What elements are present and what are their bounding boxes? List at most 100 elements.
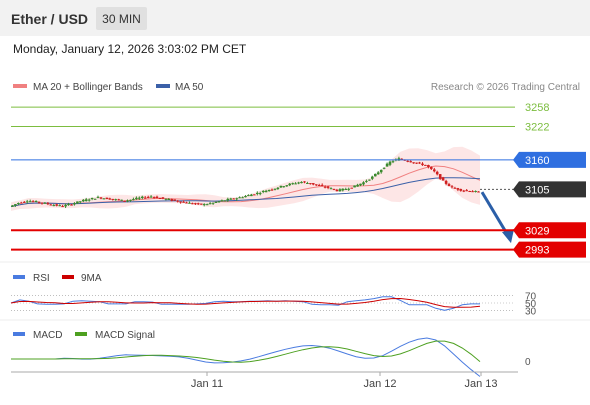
candle-body — [250, 194, 253, 197]
candle-body — [412, 162, 415, 164]
candle-body — [247, 195, 250, 197]
timestamp: Monday, January 12, 2026 3:03:02 PM CET — [13, 42, 247, 56]
candle-body — [79, 201, 82, 203]
candle-body — [226, 198, 230, 201]
candle-body — [129, 199, 132, 201]
candle-body — [194, 203, 197, 205]
candle-body — [453, 187, 457, 189]
candle-body — [353, 185, 356, 188]
candle-body — [182, 201, 185, 203]
candle-body — [427, 165, 430, 168]
candle-body — [202, 204, 206, 206]
rsi-tick-70: 70 — [525, 292, 537, 303]
candle-body — [76, 201, 79, 204]
rsi-ma-line — [10, 297, 481, 308]
candle-body — [285, 185, 289, 187]
candle-body — [158, 198, 162, 199]
candle-body — [214, 202, 218, 203]
candle-body — [208, 203, 212, 205]
candle-body — [185, 202, 188, 204]
candle-body — [326, 186, 330, 188]
candle-body — [312, 183, 315, 185]
candle-body — [256, 192, 259, 194]
candle-body — [406, 160, 409, 162]
ma50-legend-label: MA 50 — [175, 82, 204, 93]
macd-signal-line — [11, 340, 481, 363]
candle-body — [332, 188, 336, 190]
candle-body — [253, 194, 256, 196]
candle-body — [99, 197, 103, 199]
timeframe-label: 30 MIN — [102, 12, 141, 26]
candle-body — [67, 204, 70, 206]
rsi-legend-swatch — [13, 275, 25, 279]
candle-body — [141, 196, 144, 198]
candle-body — [235, 198, 238, 200]
candle-body — [146, 196, 150, 198]
candle-body — [329, 188, 333, 190]
candle-body — [447, 184, 451, 187]
candle-body — [34, 201, 38, 202]
candle-body — [31, 201, 35, 203]
candle-body — [114, 199, 117, 201]
candle-body — [232, 198, 235, 200]
candle-body — [17, 203, 20, 204]
rsi-ma-legend-label: 9MA — [81, 273, 102, 284]
candle-body — [303, 181, 306, 183]
candle-body — [179, 201, 182, 203]
candle-body — [149, 196, 153, 198]
candle-body — [46, 203, 50, 205]
candle-body — [376, 172, 380, 175]
candle-body — [164, 198, 168, 200]
candle-body — [365, 180, 368, 182]
candle-body — [270, 189, 274, 191]
candle-body — [264, 190, 268, 193]
x-tick-label: Jan 13 — [464, 378, 497, 390]
x-tick-label: Jan 12 — [363, 378, 396, 390]
candle-body — [161, 197, 165, 199]
price-levels: 3258 3222 3160 3105 3029 2993 — [11, 102, 586, 258]
macd-legend-swatch — [13, 332, 25, 336]
timeframe-tab[interactable] — [96, 7, 147, 30]
candle-body — [200, 203, 203, 205]
candle-body — [320, 184, 324, 186]
candle-body — [43, 202, 47, 204]
macd-plot: 0 — [11, 337, 531, 377]
candle-body — [120, 199, 123, 201]
candle-body — [132, 199, 135, 201]
candle-body — [297, 182, 300, 184]
bollinger-legend-swatch — [13, 84, 27, 88]
candle-body — [84, 199, 88, 202]
candle-body — [465, 190, 468, 192]
candle-body — [58, 205, 61, 207]
candle-body — [138, 197, 141, 199]
candle-body — [223, 200, 227, 202]
candle-body — [371, 176, 374, 179]
forecast-arrow-head — [502, 229, 514, 244]
x-tick-label: Jan 11 — [191, 378, 223, 390]
candle-body — [338, 189, 342, 192]
candle-body — [241, 197, 244, 199]
candle-body — [173, 199, 176, 201]
candle-body — [70, 204, 73, 206]
candle-body — [282, 186, 286, 188]
candle-body — [450, 186, 454, 188]
candle-body — [341, 188, 345, 191]
candle-body — [435, 171, 439, 175]
candle-body — [143, 197, 147, 199]
candle-body — [424, 164, 427, 166]
level-label-3029: 3029 — [525, 225, 549, 237]
candle-body — [25, 201, 29, 203]
level-tag-3105 — [513, 181, 586, 198]
candle-body — [261, 191, 265, 192]
candle-body — [315, 184, 318, 186]
candle-body — [52, 205, 56, 207]
candle-body — [155, 196, 159, 199]
candle-body — [309, 183, 312, 185]
x-axis: Jan 11 Jan 12 Jan 13 — [11, 371, 518, 390]
candle-body — [267, 190, 271, 191]
candle-body — [126, 200, 129, 202]
level-label-3222: 3222 — [525, 121, 549, 133]
rsi-tick-50: 50 — [525, 299, 537, 310]
